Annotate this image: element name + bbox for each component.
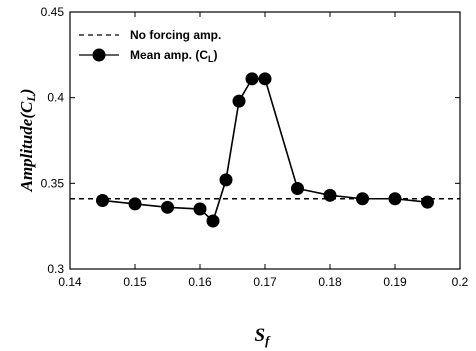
data-point-mean-amp	[323, 188, 337, 202]
x-tick-label: 0.15	[123, 275, 147, 289]
x-tick-label: 0.17	[253, 275, 277, 289]
data-point-mean-amp	[232, 94, 246, 108]
data-point-mean-amp	[219, 173, 233, 187]
x-tick-label: 0.16	[188, 275, 212, 289]
axis-tick-labels: 0.14 0.15 0.16 0.17 0.18 0.19 0.2 0.3 0.35 0.4 0.4…	[41, 5, 469, 289]
plot-frame	[69, 11, 461, 270]
y-tick-label: 0.3	[47, 262, 64, 276]
data-point-mean-amp	[356, 192, 369, 206]
y-axis-label: Amplitude(CL)	[17, 89, 38, 193]
data-point-mean-amp	[161, 200, 174, 214]
plot-area-border	[69, 11, 461, 270]
legend-label-mean-amp: Mean amp. (CL)	[130, 48, 218, 64]
legend-label-no-forcing: No forcing amp.	[130, 28, 221, 42]
legend-marker-mean-amp	[92, 48, 106, 62]
x-tick-label: 0.19	[383, 275, 407, 289]
x-tick-label: 0.2	[452, 275, 469, 289]
axis-ticks	[69, 11, 461, 270]
data-point-mean-amp	[388, 192, 402, 206]
x-tick-label: 0.14	[58, 275, 82, 289]
data-point-mean-amp	[421, 195, 434, 209]
legend: No forcing amp. Mean amp. (CL)	[79, 28, 221, 64]
y-tick-label: 0.4	[47, 91, 64, 105]
data-point-mean-amp	[128, 197, 142, 211]
data-point-mean-amp	[245, 72, 259, 86]
data-point-mean-amp	[96, 193, 109, 207]
data-series	[70, 72, 460, 228]
series-line-mean-amp	[102, 78, 428, 223]
data-point-mean-amp	[193, 202, 207, 216]
data-point-mean-amp	[258, 72, 272, 86]
x-axis-label: Sf	[255, 325, 272, 348]
data-point-mean-amp	[206, 214, 220, 228]
x-tick-label: 0.18	[318, 275, 342, 289]
y-tick-label: 0.45	[41, 5, 65, 19]
data-point-mean-amp	[291, 181, 304, 195]
y-tick-label: 0.35	[41, 176, 65, 190]
